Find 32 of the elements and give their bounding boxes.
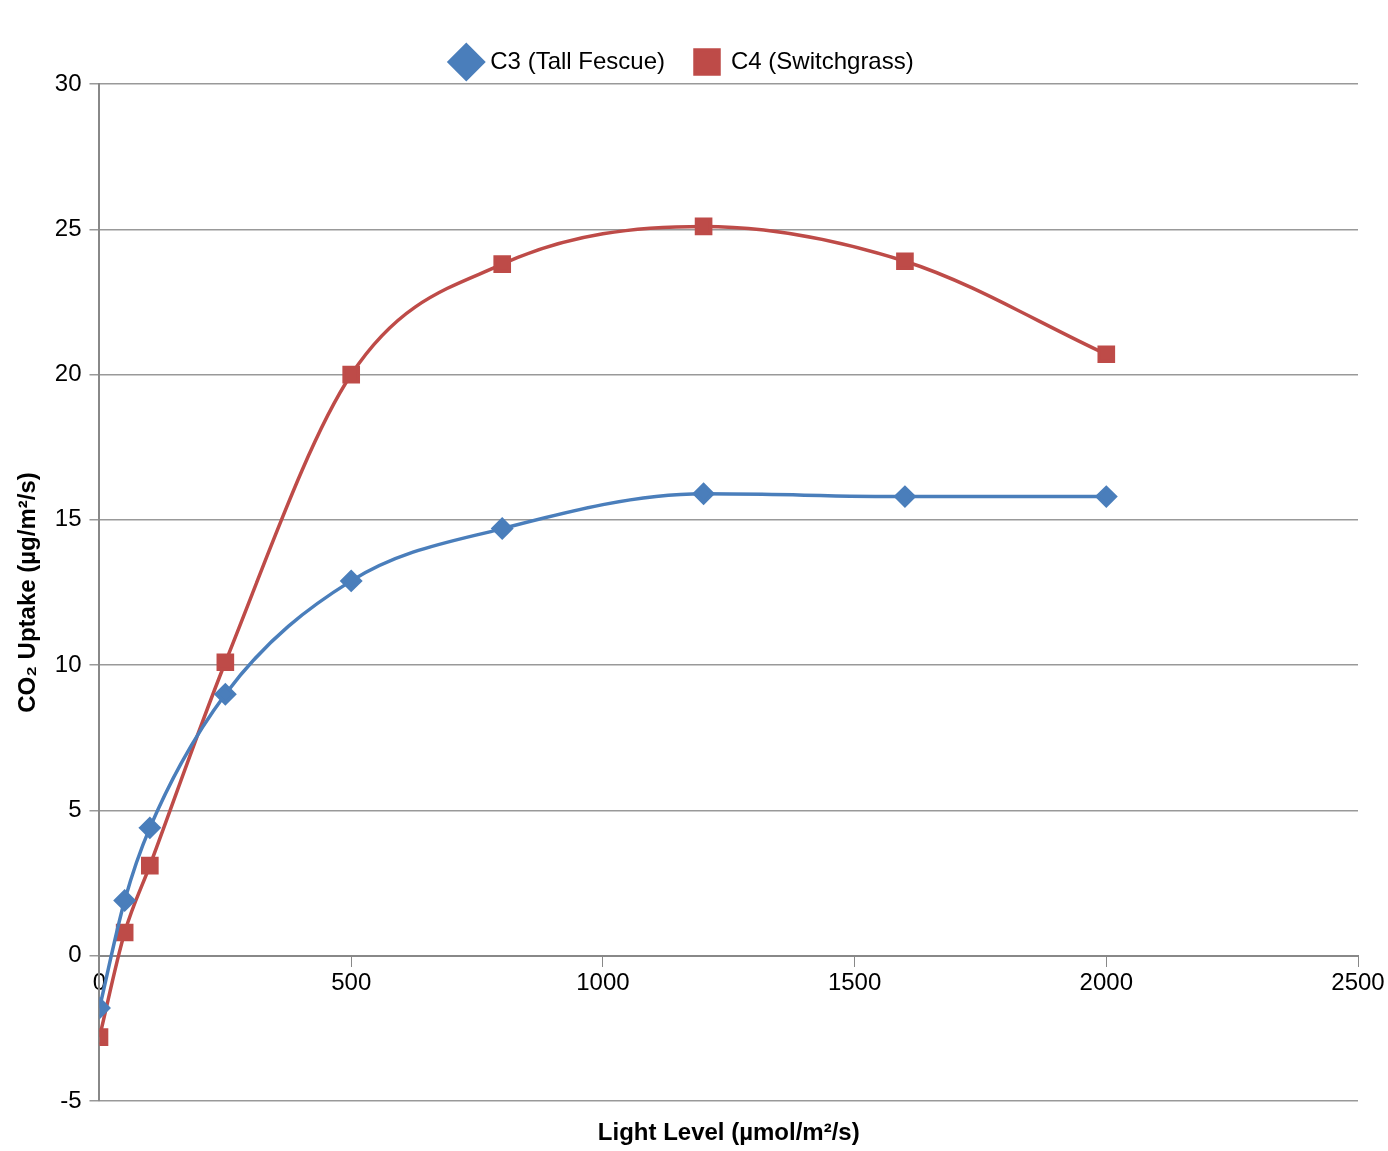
- point: [340, 570, 362, 592]
- x-axis-title: Light Level (µmol/m²/s): [597, 1117, 860, 1145]
- point: [491, 517, 513, 540]
- legend-label: C3 (Tall Fescue): [490, 46, 666, 74]
- y-tick-label: 0: [68, 940, 82, 968]
- y-tick-label: 10: [54, 649, 82, 677]
- point: [216, 653, 235, 672]
- y-axis-title: CO₂ Uptake (µg/m²/s): [13, 472, 41, 713]
- point: [1095, 485, 1118, 508]
- point: [1097, 345, 1116, 364]
- y-tick-label: 25: [54, 213, 82, 241]
- x-tick-label: 1500: [827, 967, 882, 995]
- point: [342, 365, 361, 384]
- legend-label: C4 (Switchgrass): [731, 46, 914, 74]
- x-tick-label: 2000: [1079, 967, 1133, 995]
- point: [694, 217, 713, 236]
- point: [894, 485, 916, 508]
- point: [493, 255, 512, 273]
- x-tick-label: 500: [331, 967, 372, 995]
- y-tick-label: 20: [54, 359, 82, 387]
- y-tick-label: 15: [54, 504, 82, 532]
- x-tick-label: 2500: [1331, 967, 1385, 995]
- point: [692, 482, 715, 505]
- x-tick-label: 1000: [576, 967, 630, 995]
- point: [214, 683, 237, 705]
- point: [141, 856, 159, 875]
- y-tick-label: 5: [68, 795, 82, 823]
- point: [896, 252, 914, 271]
- point: [139, 817, 161, 839]
- y-tick-label: -5: [60, 1085, 82, 1113]
- point: [113, 889, 136, 912]
- y-tick-label: 30: [54, 68, 82, 96]
